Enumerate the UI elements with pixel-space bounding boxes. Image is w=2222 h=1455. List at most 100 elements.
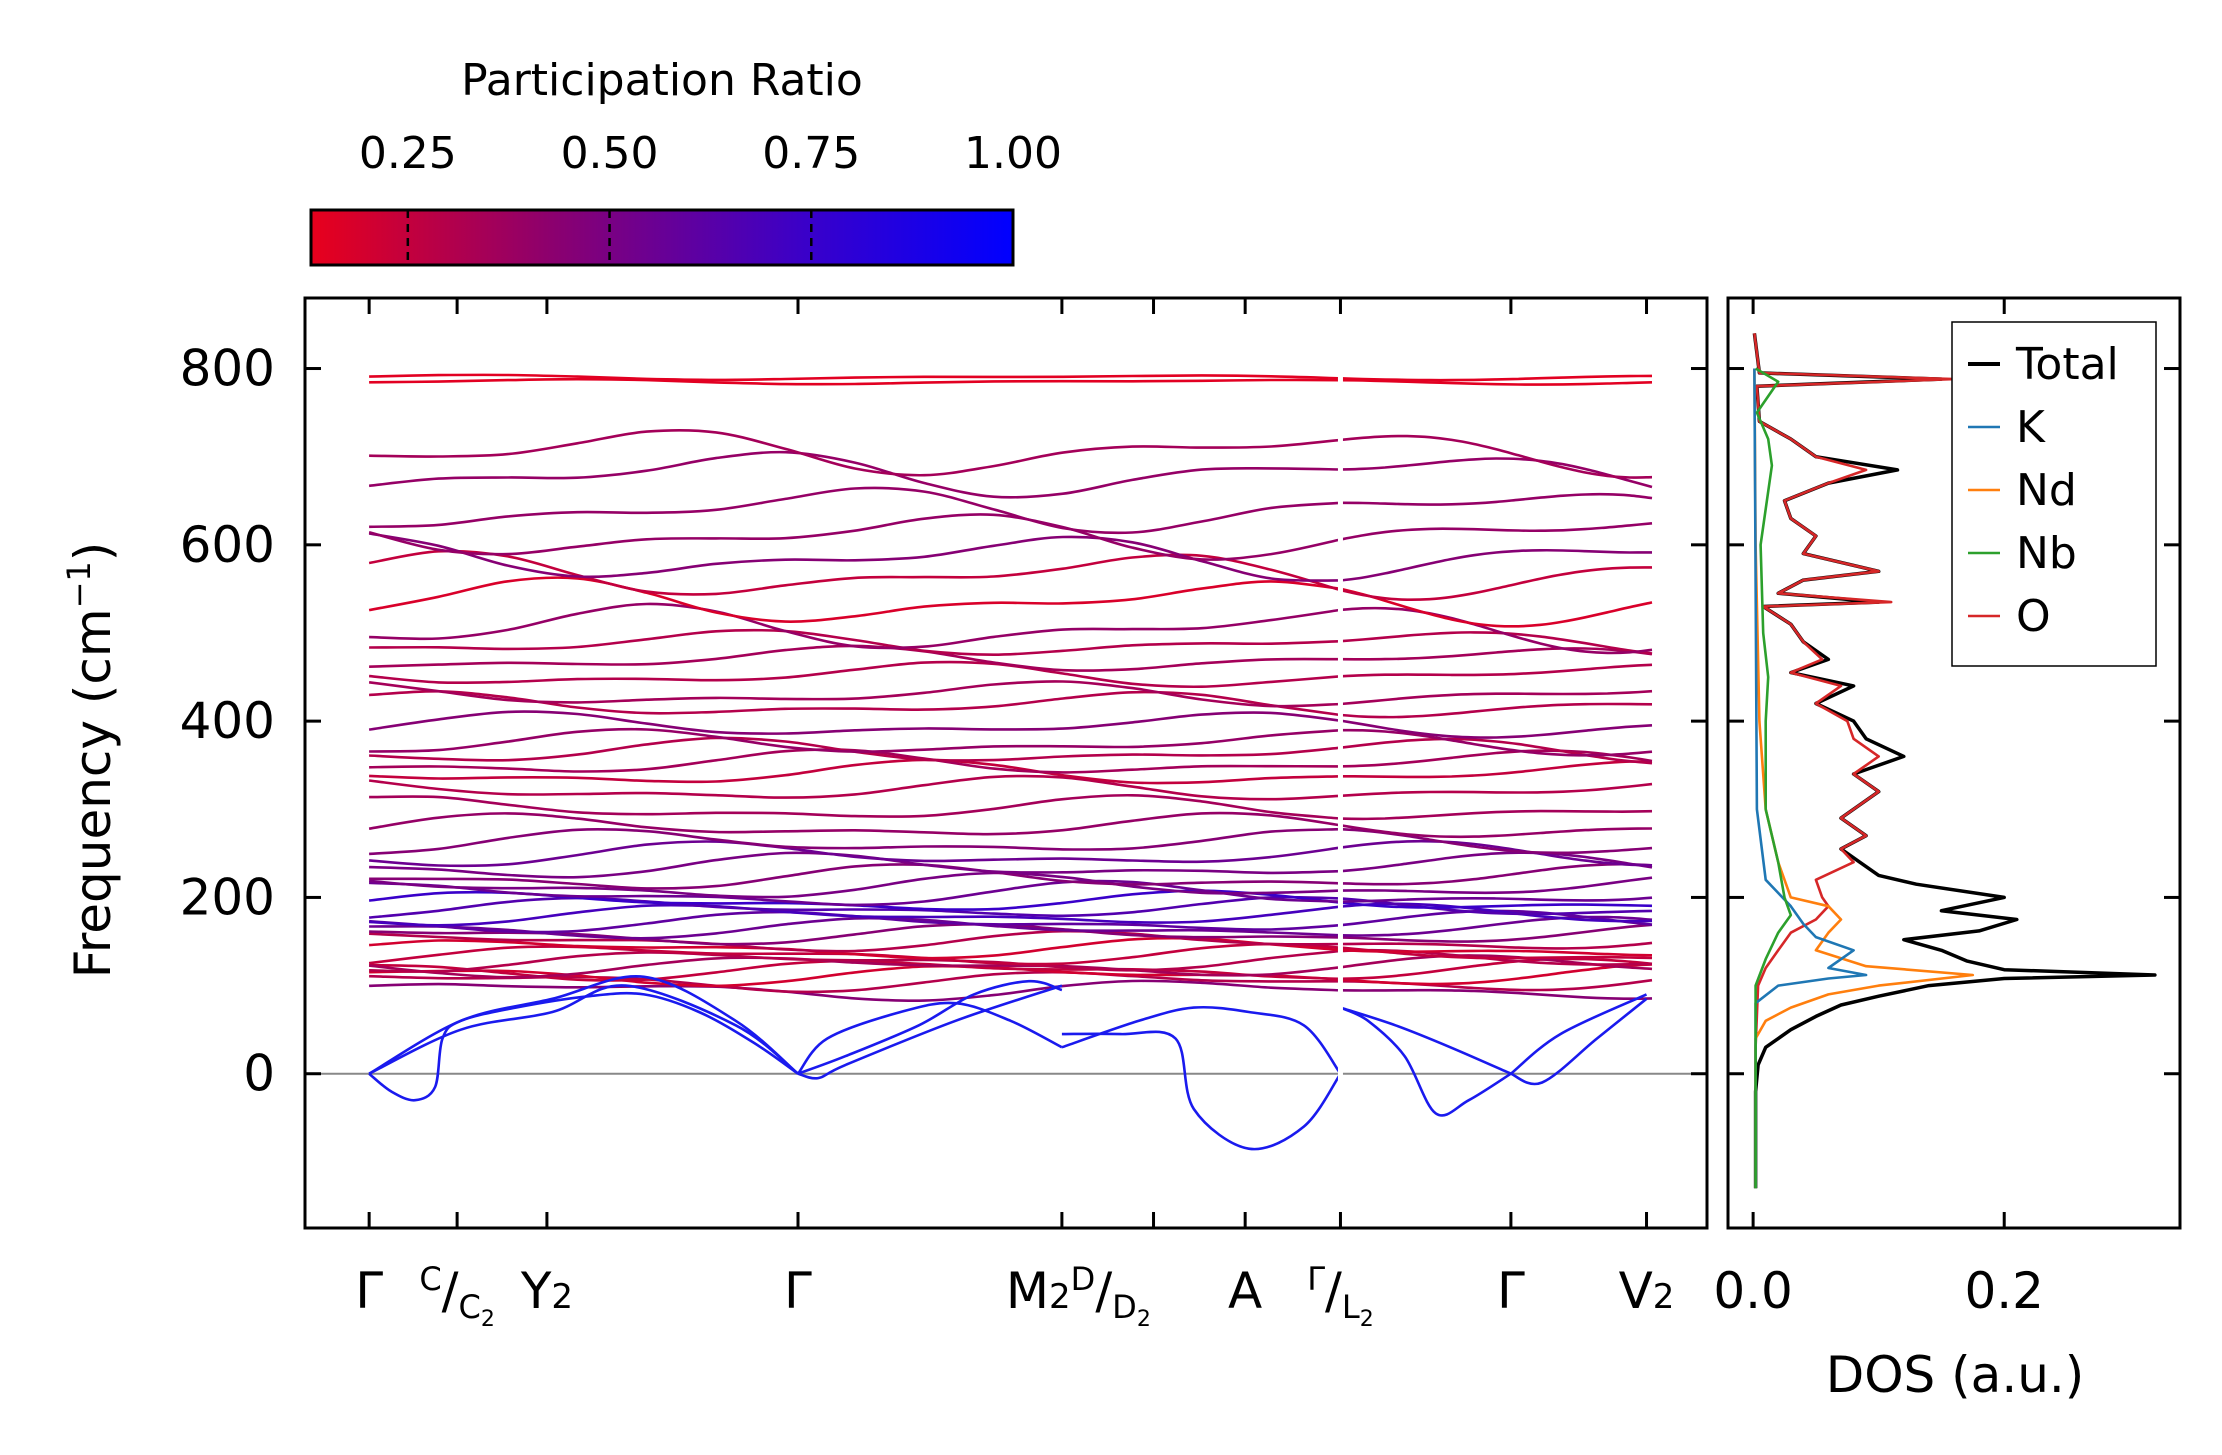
x-tick-label: Γ/L2 xyxy=(1307,1260,1374,1332)
x-tick-label: Γ xyxy=(1497,1262,1525,1320)
y-axis-label: Frequency (cm−1) xyxy=(60,542,122,979)
x-tick-label-main: Γ xyxy=(1497,1262,1525,1320)
x-tick-label-main: Y xyxy=(520,1262,552,1320)
optical-band xyxy=(1340,548,1653,582)
optical-band xyxy=(368,660,1341,689)
colorbar-tick-label: 0.75 xyxy=(762,128,860,179)
acoustic-band xyxy=(796,1001,1063,1075)
acoustic-band xyxy=(368,991,799,1102)
y-tick-label: 200 xyxy=(180,868,275,926)
x-tick-label: C/C2 xyxy=(419,1260,495,1332)
x-tick-label-main: V xyxy=(1619,1262,1653,1320)
acoustic-band xyxy=(1061,1030,1342,1151)
optical-band xyxy=(1340,457,1653,489)
x-tick-label-main: Γ xyxy=(784,1262,812,1320)
y-axis-label-text: Frequency (cm xyxy=(64,608,122,978)
optical-band xyxy=(1340,760,1653,779)
dos-series-nb xyxy=(1754,367,1793,1189)
x-tick-label-subsub: 2 xyxy=(481,1307,495,1332)
optical-band xyxy=(368,956,1341,979)
optical-band xyxy=(1340,689,1653,706)
x-tick-label: Y2 xyxy=(520,1262,573,1320)
optical-band xyxy=(1340,948,1653,957)
optical-band xyxy=(1340,896,1653,903)
optical-band xyxy=(368,532,1341,582)
optical-band xyxy=(1340,434,1653,479)
acoustic-band xyxy=(1510,993,1648,1075)
y-tick-label: 0 xyxy=(243,1045,275,1103)
x-tick-label: V2 xyxy=(1619,1262,1675,1320)
optical-band xyxy=(369,373,1341,382)
dos-panel: 0.0 0.2 DOS (a.u.) Total K Nd Nb O xyxy=(1713,296,2182,1404)
y-tick-label: 600 xyxy=(180,516,275,574)
optical-band xyxy=(1340,749,1653,768)
colorbar-tick-label: 0.25 xyxy=(359,128,457,179)
optical-band xyxy=(1340,876,1653,895)
optical-band xyxy=(368,549,1341,596)
optical-band xyxy=(1340,728,1653,757)
optical-band xyxy=(369,979,1341,1003)
optical-band xyxy=(1340,901,1653,909)
optical-band xyxy=(1340,851,1653,873)
optical-band xyxy=(369,827,1341,856)
optical-band xyxy=(1340,492,1653,506)
optical-band xyxy=(369,793,1341,820)
dos-x-axis-label: DOS (a.u.) xyxy=(1826,1346,2085,1404)
optical-band xyxy=(1340,824,1653,839)
optical-band xyxy=(369,377,1341,386)
optical-band xyxy=(1340,963,1653,986)
optical-band xyxy=(1340,737,1653,765)
optical-band xyxy=(369,879,1341,907)
legend-label: O xyxy=(2016,591,2051,642)
optical-band xyxy=(1340,606,1653,655)
x-tick-label-main: M xyxy=(1006,1262,1049,1320)
x-tick-label: A xyxy=(1228,1262,1262,1320)
x-tick-label-sub: 2 xyxy=(551,1277,573,1317)
x-tick-label-sup: D xyxy=(1071,1260,1096,1298)
dos-frame xyxy=(1726,296,2182,1230)
optical-band xyxy=(368,871,1341,899)
legend-label: Nd xyxy=(2016,465,2077,516)
x-tick-label-main: Γ xyxy=(355,1262,383,1320)
x-tick-label-subsub: 2 xyxy=(1137,1307,1151,1332)
optical-band xyxy=(368,576,1341,623)
y-tick-label: 800 xyxy=(180,340,275,398)
acoustic-band xyxy=(797,979,1063,1075)
optical-band xyxy=(1340,587,1653,628)
x-tick-label: Γ xyxy=(355,1262,383,1320)
colorbar-label: Participation Ratio xyxy=(461,55,863,106)
optical-band xyxy=(1340,941,1653,950)
optical-band xyxy=(1340,915,1653,937)
optical-band xyxy=(1340,522,1653,541)
colorbar-tick-label: 1.00 xyxy=(964,128,1062,179)
optical-band xyxy=(368,680,1341,708)
optical-band xyxy=(369,863,1341,890)
optical-band xyxy=(368,774,1341,801)
x-tick-label-subsub: 2 xyxy=(1360,1307,1374,1332)
legend-box xyxy=(1951,321,2157,667)
dos-series-k xyxy=(1753,368,1868,1189)
optical-band xyxy=(1340,631,1653,655)
optical-band xyxy=(1340,374,1653,382)
acoustic-band xyxy=(797,984,1063,1080)
optical-band xyxy=(1340,862,1653,886)
dos-legend: Total K Nd Nb O xyxy=(1951,321,2157,667)
optical-band xyxy=(368,895,1341,919)
dos-axes: 0.0 0.2 xyxy=(1713,298,2180,1320)
optical-band xyxy=(369,758,1341,785)
optical-band xyxy=(368,811,1341,836)
acoustic-band xyxy=(368,975,799,1075)
acoustic-band xyxy=(1510,997,1648,1086)
x-tick-label-slash: / xyxy=(442,1262,459,1320)
x-tick-label-sub: D xyxy=(1112,1288,1137,1326)
optical-band xyxy=(368,450,1341,499)
optical-band xyxy=(368,840,1341,868)
optical-band xyxy=(369,929,1341,953)
legend-label: Total xyxy=(2015,339,2119,390)
optical-band xyxy=(1340,663,1653,678)
acoustic-band xyxy=(1061,1005,1342,1075)
dos-x-tick-label: 0.2 xyxy=(1964,1262,2044,1320)
